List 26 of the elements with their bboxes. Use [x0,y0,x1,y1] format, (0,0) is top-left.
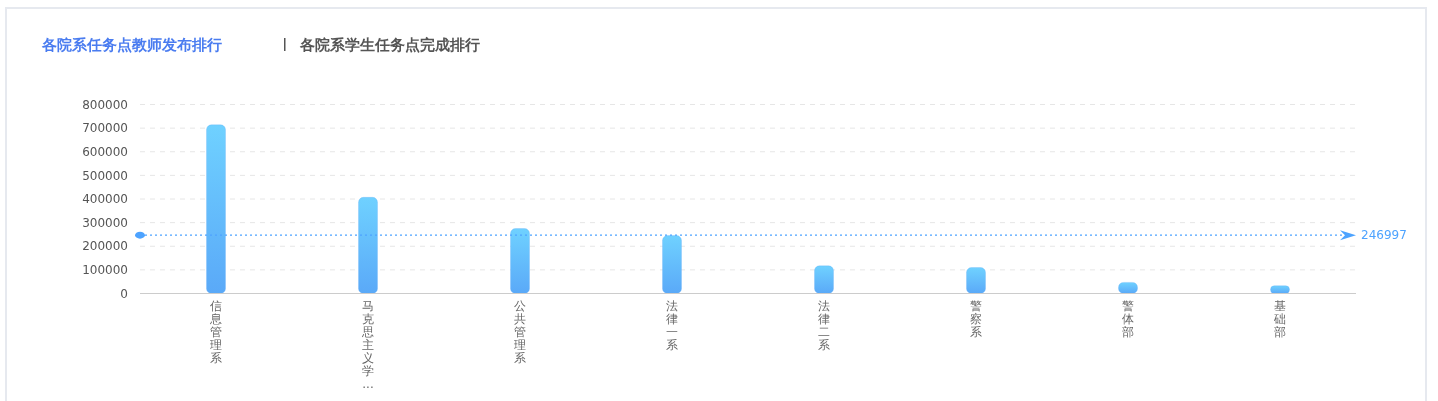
x-tick-label: 马克思主义学... [361,299,374,391]
bar [966,267,986,294]
y-tick-label: 200000 [82,239,128,254]
x-tick-label: 基础部 [1273,299,1286,339]
x-tick-label: 警察系 [970,299,982,339]
ref-line-label: 246997 [1361,228,1407,243]
y-tick-label: 500000 [82,168,128,183]
x-tick-label: 信息管理系 [209,299,222,365]
y-tick-label: 800000 [82,97,128,112]
y-tick-label: 600000 [82,144,128,159]
bar [358,196,378,294]
chart-title: 各院系任务点教师发布排行 [41,36,222,54]
chart-subtitle: 各院系学生任务点完成排行 [299,36,480,54]
y-tick-label: 700000 [82,121,128,136]
x-tick-label: 公共管理系 [514,299,526,365]
y-tick-label: 100000 [82,263,128,278]
y-tick-label: 300000 [82,215,128,230]
bar [662,235,682,294]
x-tick-label: 法律二系 [818,299,830,352]
x-tick-label: 法律一系 [666,299,678,352]
y-tick-label: 0 [120,286,128,301]
y-tick-label: 400000 [82,192,128,207]
x-tick-label: 警体部 [1122,299,1134,339]
bar [814,265,834,294]
bar [510,228,530,294]
bar [206,124,226,294]
